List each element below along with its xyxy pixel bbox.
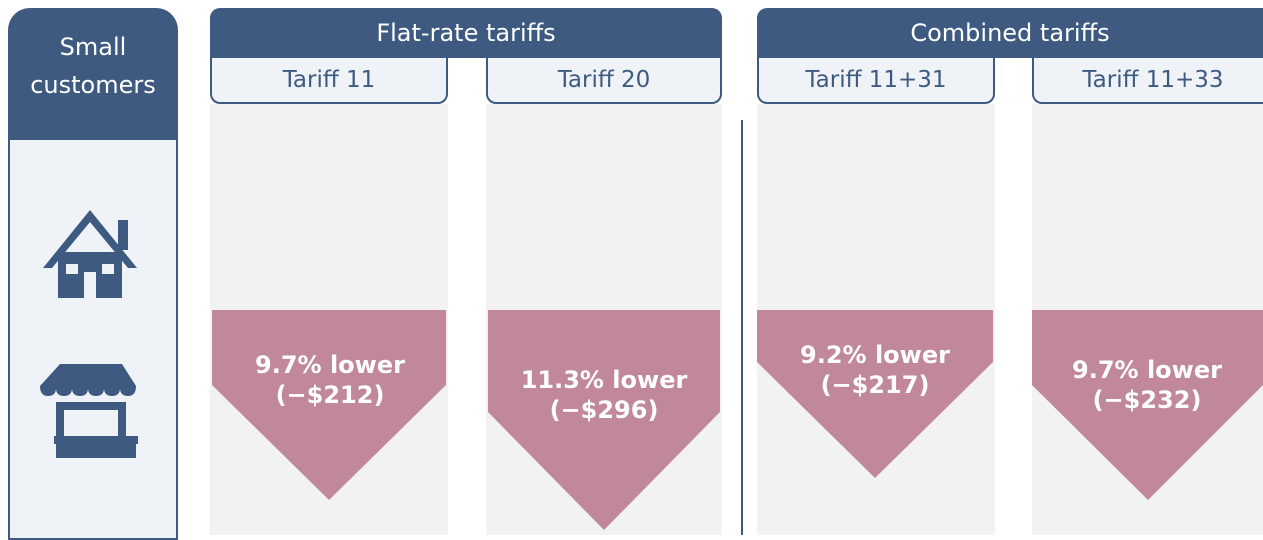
change-label: 9.7% lower (−$212) (211, 350, 449, 410)
shop-icon (40, 364, 138, 458)
arrow (757, 310, 993, 478)
tariff-header: Tariff 20 (486, 58, 722, 104)
amount: (−$212) (275, 381, 385, 409)
group-header: Flat-rate tariffs (210, 8, 722, 58)
change-label: 9.7% lower (−$232) (1028, 355, 1263, 415)
group-header: Combined tariffs (757, 8, 1263, 58)
arrow (212, 310, 446, 500)
percent: 9.7% lower (255, 351, 405, 379)
amount: (−$232) (1092, 386, 1202, 414)
percent: 9.7% lower (1072, 356, 1222, 384)
percent: 11.3% lower (520, 366, 688, 394)
percent: 9.2% lower (800, 341, 950, 369)
arrow (1032, 310, 1263, 500)
change-label: 11.3% lower (−$296) (485, 365, 723, 425)
tariff-header: Tariff 11+33 (1032, 58, 1263, 104)
tariff-header: Tariff 11 (210, 58, 448, 104)
divider (741, 120, 743, 535)
amount: (−$296) (549, 396, 659, 424)
side-header: Small customers (8, 8, 178, 140)
arrow (488, 310, 720, 530)
tariff-header: Tariff 11+31 (757, 58, 995, 104)
icons (40, 210, 138, 458)
change-label: 9.2% lower (−$217) (756, 340, 994, 400)
amount: (−$217) (820, 371, 930, 399)
house-icon (43, 210, 137, 298)
